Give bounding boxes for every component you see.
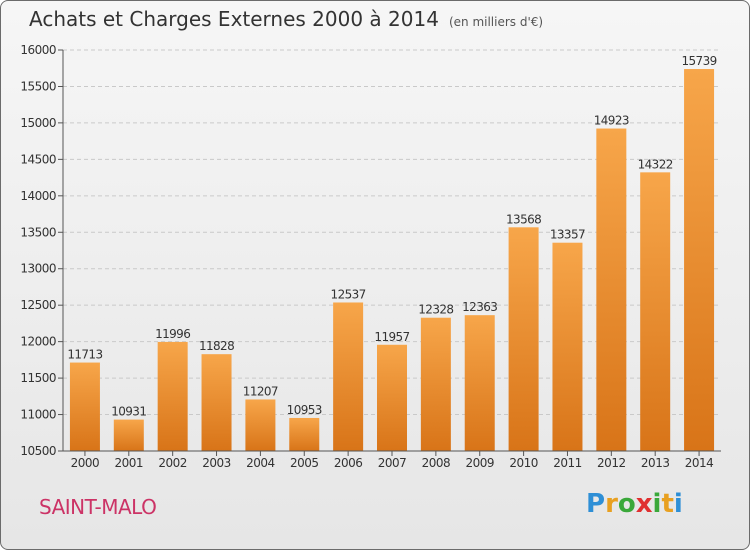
- x-tick-label: 2009: [465, 456, 494, 470]
- bar-value-label: 12537: [331, 287, 366, 301]
- x-tick-label: 2010: [509, 456, 538, 470]
- bar: [245, 399, 276, 451]
- x-tick-label: 2006: [334, 456, 363, 470]
- logo-letter: o: [617, 489, 636, 519]
- x-tick-label: 2008: [422, 456, 451, 470]
- y-tick-label: 11000: [20, 408, 56, 422]
- logo-letter: x: [635, 489, 653, 519]
- bar-value-label: 10953: [287, 403, 322, 417]
- x-tick-label: 2012: [597, 456, 626, 470]
- bar: [684, 69, 715, 452]
- y-tick-label: 12500: [20, 298, 56, 312]
- y-tick-label: 15000: [20, 116, 56, 130]
- chart-title: Achats et Charges Externes 2000 à 2014 (e…: [29, 7, 543, 31]
- bar: [157, 341, 188, 451]
- bar: [596, 128, 627, 451]
- bar: [377, 344, 407, 451]
- chart-title-text: Achats et Charges Externes 2000 à 2014: [29, 7, 439, 31]
- bar: [333, 302, 364, 451]
- x-tick-label: 2002: [158, 456, 187, 470]
- bar-value-label: 13357: [550, 228, 585, 242]
- bar-value-label: 11207: [243, 384, 278, 398]
- bar: [508, 227, 539, 451]
- x-tick-label: 2013: [641, 456, 670, 470]
- chart-unit: (en milliers d'€): [448, 15, 544, 29]
- y-tick-label: 16000: [20, 43, 56, 57]
- bar-value-label: 11957: [374, 330, 409, 344]
- bar: [201, 354, 232, 451]
- y-tick-label: 13500: [20, 225, 56, 239]
- logo-letter: P: [586, 489, 606, 519]
- bar: [420, 317, 451, 451]
- x-tick-label: 2007: [378, 456, 407, 470]
- bar-value-label: 14322: [638, 157, 673, 171]
- y-tick-label: 12000: [20, 335, 56, 349]
- bar-value-label: 11996: [155, 327, 190, 341]
- bar: [464, 315, 495, 451]
- y-tick-label: 13000: [20, 262, 56, 276]
- logo-letter: i: [652, 489, 662, 519]
- x-tick-label: 2011: [553, 456, 582, 470]
- bar: [113, 419, 144, 451]
- bar-value-label: 14923: [594, 114, 629, 128]
- bar: [552, 242, 583, 451]
- x-tick-label: 2005: [290, 456, 319, 470]
- y-tick-label: 11500: [20, 371, 56, 385]
- bar: [640, 172, 671, 451]
- bar-value-label: 10931: [111, 405, 146, 419]
- bar-value-label: 11713: [67, 348, 102, 362]
- x-tick-label: 2004: [246, 456, 275, 470]
- y-tick-label: 15500: [20, 79, 56, 93]
- y-tick-label: 10500: [20, 444, 56, 458]
- logo-letter: t: [661, 489, 674, 519]
- logo-letter: i: [673, 489, 683, 519]
- x-tick-label: 2000: [71, 456, 100, 470]
- bar-value-label: 12363: [462, 300, 497, 314]
- bar-value-label: 13568: [506, 212, 541, 226]
- bar: [289, 417, 320, 451]
- y-tick-label: 14000: [20, 189, 56, 203]
- bar-value-label: 12328: [418, 303, 453, 317]
- axes: 10500 11000 11500 12000 12500 13000 13500 14000…: [20, 43, 721, 470]
- x-tick-label: 2003: [202, 456, 231, 470]
- bars: [69, 69, 715, 452]
- city-name: SAINT-MALO: [39, 495, 157, 519]
- x-tick-label: 2001: [115, 456, 144, 470]
- logo-letter: r: [605, 489, 618, 519]
- value-labels: 11713 10931 11996 11828 11207 10953 12537 11957…: [67, 54, 717, 419]
- bar-value-label: 15739: [681, 54, 716, 68]
- proxiti-logo: Proxiti: [586, 489, 683, 519]
- y-tick-label: 14500: [20, 152, 56, 166]
- bar-value-label: 11828: [199, 339, 234, 353]
- x-tick-label: 2014: [685, 456, 714, 470]
- bar: [69, 362, 100, 451]
